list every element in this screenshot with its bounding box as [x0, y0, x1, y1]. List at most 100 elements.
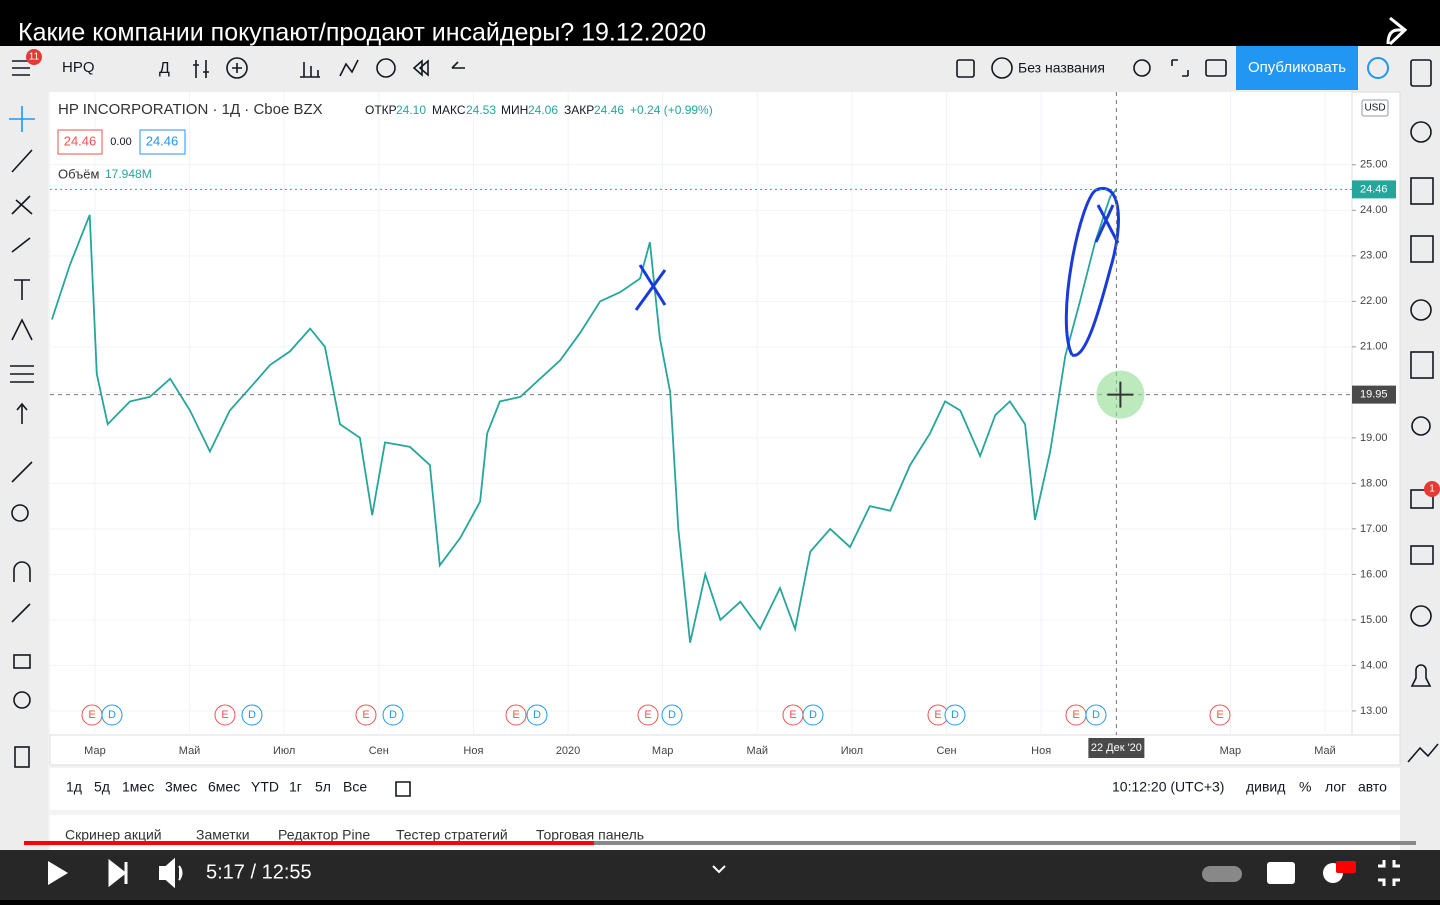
event-label[interactable]: E [88, 709, 95, 721]
percent-toggle[interactable]: % [1299, 779, 1311, 795]
crosshair-price-label: 19.95 [1360, 389, 1388, 401]
range-button[interactable]: 1г [289, 779, 302, 795]
event-marker[interactable] [637, 704, 659, 726]
crosshair-price-tag [1352, 385, 1396, 404]
drawing-tools[interactable] [9, 106, 35, 768]
playback-time: 5:17 / 12:55 [206, 861, 312, 883]
event-label[interactable]: D [951, 709, 959, 721]
date-range-icon[interactable] [395, 781, 411, 797]
range-button[interactable]: 5л [315, 779, 331, 795]
event-marker[interactable] [1209, 704, 1231, 726]
event-label[interactable]: D [809, 709, 817, 721]
event-marker[interactable] [355, 704, 377, 726]
range-button[interactable]: YTD [251, 779, 279, 795]
event-marker[interactable] [944, 704, 966, 726]
legend-change: +0.24 (+0.99%) [630, 103, 713, 117]
range-button[interactable]: Все [343, 779, 367, 795]
y-tick-label: 13.00 [1360, 705, 1388, 717]
event-label[interactable]: E [221, 709, 228, 721]
cursor [1107, 381, 1134, 408]
event-marker[interactable] [1085, 704, 1107, 726]
time-axis [49, 734, 1401, 766]
event-marker[interactable] [526, 704, 548, 726]
volume-value: 17.948M [105, 167, 152, 181]
publish-label[interactable]: Опубликовать [1248, 59, 1346, 76]
video-title: Какие компании покупают/продают инсайдер… [18, 19, 706, 47]
log-toggle[interactable]: лог [1325, 779, 1346, 795]
range-button[interactable]: 1д [66, 779, 82, 795]
badge [26, 49, 42, 65]
crosshair-date-label: 22 Дек '20 [1091, 742, 1142, 754]
hand-annotations [634, 186, 1120, 357]
sidebar-icons[interactable] [1407, 59, 1439, 763]
y-tick-label: 19.00 [1360, 432, 1388, 444]
event-label[interactable]: D [389, 709, 397, 721]
share-icon[interactable] [1386, 16, 1408, 46]
progress-played[interactable] [24, 841, 594, 845]
x-tick-label: Мар [84, 745, 106, 757]
auto-toggle[interactable]: авто [1358, 779, 1387, 795]
bid-box[interactable] [57, 129, 103, 155]
x-tick-label: Май [179, 745, 201, 757]
event-label[interactable]: E [1216, 709, 1223, 721]
toolbar-icons[interactable] [193, 57, 1227, 79]
dividends-toggle[interactable]: дивид [1246, 779, 1285, 795]
event-marker[interactable] [802, 704, 824, 726]
event-label[interactable]: D [248, 709, 256, 721]
price-line [51, 188, 1118, 643]
price-axis [1351, 91, 1401, 736]
event-marker[interactable] [382, 704, 404, 726]
event-marker[interactable] [101, 704, 123, 726]
chapters-toggle[interactable] [712, 865, 726, 874]
legend-title: HP INCORPORATION · 1Д · Cboe BZX [58, 101, 323, 118]
event-label[interactable]: D [1092, 709, 1100, 721]
panel-tab[interactable]: Редактор Pine [278, 827, 370, 843]
event-label[interactable]: E [644, 709, 651, 721]
ask-box[interactable] [139, 129, 186, 155]
crosshair-date-tag [1088, 738, 1145, 758]
event-label[interactable]: D [533, 709, 541, 721]
play-button[interactable] [48, 861, 68, 885]
volume-button[interactable] [159, 857, 183, 889]
event-marker[interactable] [505, 704, 527, 726]
bid[interactable]: 24.46 [64, 133, 97, 148]
event-label[interactable]: E [934, 709, 941, 721]
event-label[interactable]: E [362, 709, 369, 721]
play-icon[interactable] [1367, 57, 1389, 79]
panel-tab[interactable]: Скринер акций [65, 827, 162, 843]
fullscreen-button[interactable] [1378, 860, 1400, 886]
panel-tab[interactable]: Заметки [196, 827, 250, 843]
range-button[interactable]: 5д [94, 779, 110, 795]
range-button[interactable]: 6мес [208, 779, 240, 795]
autoplay-toggle[interactable] [1202, 866, 1242, 882]
ask[interactable]: 24.46 [146, 133, 179, 148]
range-button[interactable]: 3мес [165, 779, 197, 795]
event-marker[interactable] [214, 704, 236, 726]
range-button[interactable]: 1мес [122, 779, 154, 795]
range-bar [50, 768, 1400, 810]
y-tick-label: 14.00 [1360, 659, 1388, 671]
tab-bar [50, 815, 1400, 855]
event-marker[interactable] [661, 704, 683, 726]
layout-name[interactable]: Без названия [1018, 60, 1105, 76]
next-button[interactable] [108, 858, 128, 888]
event-label[interactable]: D [668, 709, 676, 721]
last-price-label: 24.46 [1360, 183, 1388, 195]
event-marker[interactable] [241, 704, 263, 726]
panel-tab[interactable]: Тестер стратегий [396, 827, 508, 843]
publish-button[interactable] [1236, 46, 1358, 90]
panel-tab[interactable]: Торговая панель [536, 827, 644, 843]
symbol[interactable]: HPQ [62, 59, 95, 76]
interval-button[interactable]: Д [159, 60, 170, 77]
menu-icon[interactable] [12, 60, 30, 76]
x-tick-label: Сен [369, 745, 389, 757]
event-label[interactable]: E [789, 709, 796, 721]
captions-button[interactable] [1267, 862, 1295, 884]
y-tick-label: 25.00 [1360, 159, 1388, 171]
event-label[interactable]: D [108, 709, 116, 721]
chart-pane [50, 92, 1352, 735]
event-label[interactable]: E [1072, 709, 1079, 721]
event-label[interactable]: E [512, 709, 519, 721]
